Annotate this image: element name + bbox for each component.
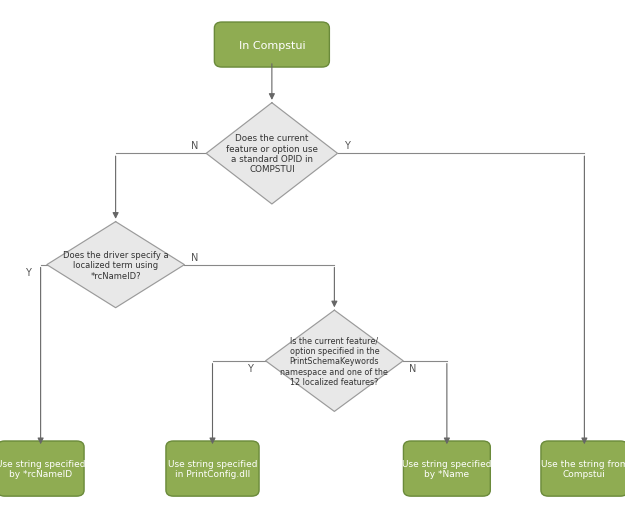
Text: Use string specified
by *rcNameID: Use string specified by *rcNameID xyxy=(0,459,86,478)
FancyBboxPatch shape xyxy=(214,23,329,68)
Text: N: N xyxy=(191,252,198,262)
Text: Use string specified
by *Name: Use string specified by *Name xyxy=(402,459,492,478)
Text: Use the string from
Compstui: Use the string from Compstui xyxy=(541,459,625,478)
Text: Does the driver specify a
localized term using
*rcNameID?: Does the driver specify a localized term… xyxy=(62,250,169,280)
Text: Y: Y xyxy=(247,363,252,373)
Text: In Compstui: In Compstui xyxy=(239,40,305,50)
Polygon shape xyxy=(47,222,184,308)
Text: Use string specified
in PrintConfig.dll: Use string specified in PrintConfig.dll xyxy=(168,459,258,478)
Polygon shape xyxy=(266,311,403,412)
FancyBboxPatch shape xyxy=(166,441,259,496)
Text: Y: Y xyxy=(344,141,349,151)
FancyBboxPatch shape xyxy=(541,441,625,496)
Text: Y: Y xyxy=(25,267,31,277)
Text: N: N xyxy=(191,141,198,151)
Polygon shape xyxy=(206,104,338,205)
Text: Does the current
feature or option use
a standard OPID in
COMPSTUI: Does the current feature or option use a… xyxy=(226,134,318,174)
FancyBboxPatch shape xyxy=(0,441,84,496)
Text: N: N xyxy=(409,363,417,373)
FancyBboxPatch shape xyxy=(404,441,491,496)
Text: Is the current feature/
option specified in the
PrintSchemaKeywords
namespace an: Is the current feature/ option specified… xyxy=(281,336,388,386)
